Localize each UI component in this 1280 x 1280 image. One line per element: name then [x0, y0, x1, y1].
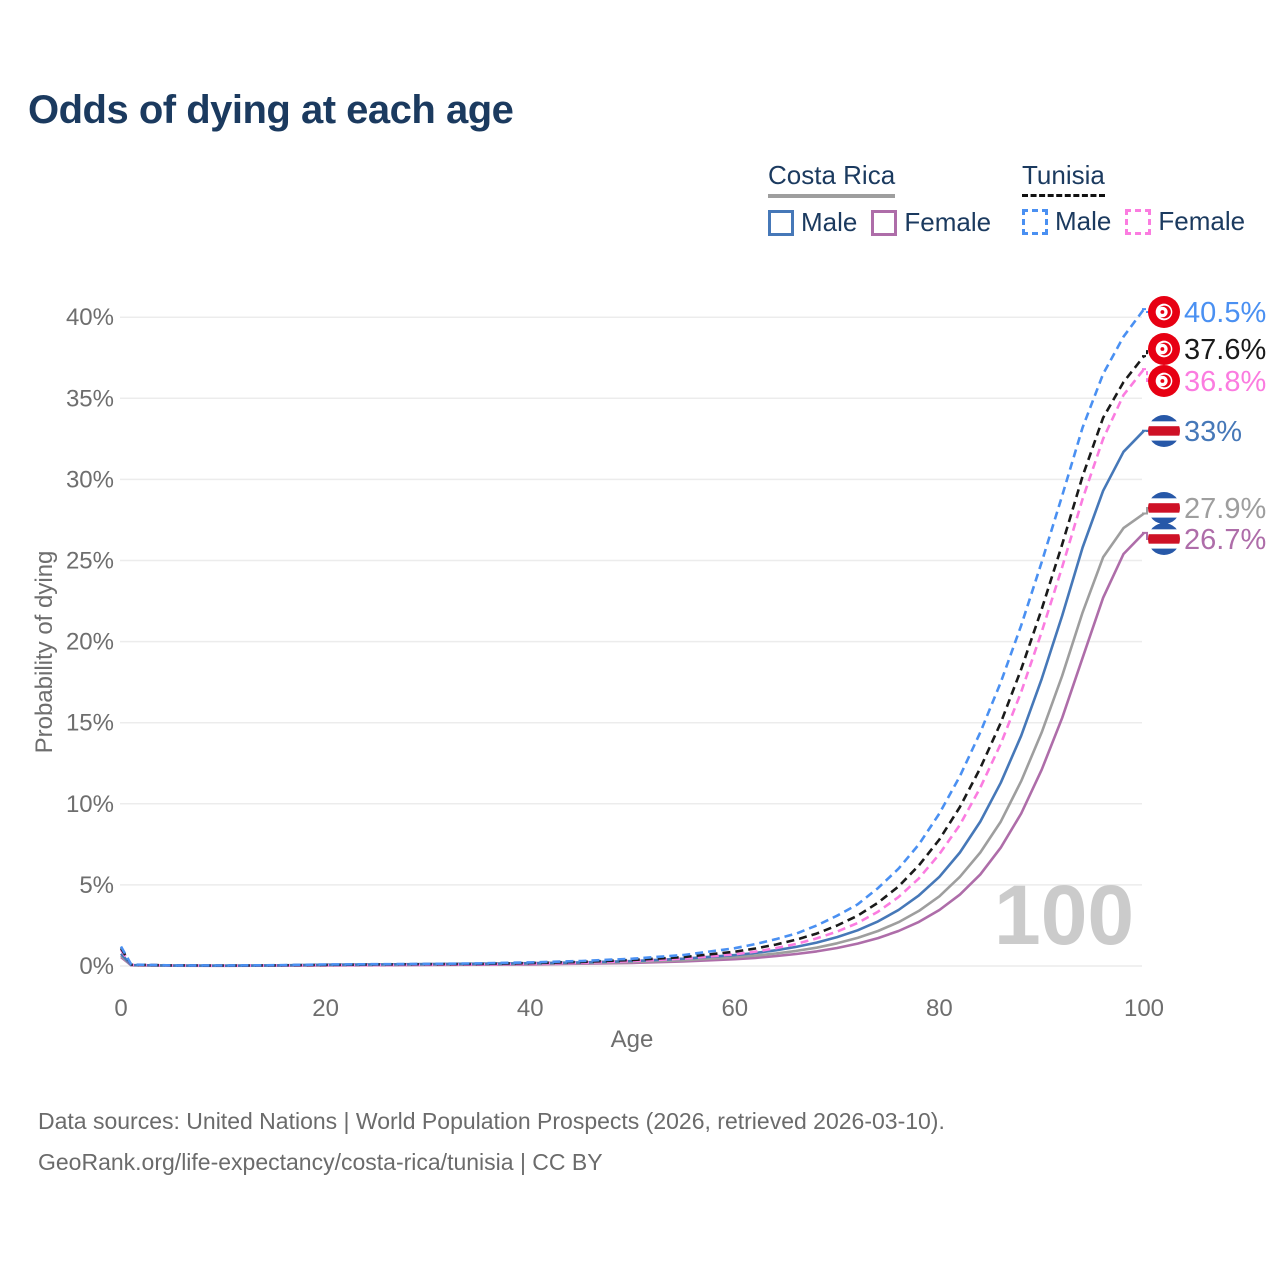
mortality-line-chart: 0% 5% 10% 15% 20% 25% 30% 35% 40% 0 20 40 60 80 100 100…: [66, 296, 1266, 1022]
age-counter-watermark: 100: [994, 868, 1134, 962]
y-tick-label: 15%: [66, 710, 114, 737]
y-axis-title: Probability of dying: [31, 550, 58, 754]
legend-item-label: Female: [904, 207, 992, 237]
y-tick-label: 35%: [66, 385, 114, 412]
flag-icon-tunisia: [1148, 365, 1180, 397]
y-tick-label: 5%: [79, 872, 114, 899]
costa-rica-female-swatch-icon: [871, 209, 898, 236]
costa-rica-male-swatch-icon: [768, 209, 794, 236]
flag-icon-costa-rica: [1148, 492, 1180, 524]
series-line-tunisia: [119, 355, 1146, 967]
x-tick-label: 40: [517, 995, 544, 1022]
x-tick-label: 100: [1124, 995, 1164, 1022]
end-value-label: 27.9%: [1184, 493, 1266, 525]
y-tick-label: 10%: [66, 791, 114, 818]
flag-icon-costa-rica: [1148, 415, 1180, 447]
legend-group-tunisia: Tunisia Male Female: [1022, 160, 1245, 237]
legend-item-tunisia-male: Male: [1022, 206, 1111, 237]
x-tick-label: 0: [114, 995, 127, 1022]
label-connector: [1142, 348, 1150, 358]
tunisia-female-swatch-icon: [1125, 208, 1152, 235]
end-value-label: 26.7%: [1184, 524, 1266, 556]
y-tick-label: 20%: [66, 629, 114, 656]
data-sources-text: Data sources: United Nations | World Pop…: [38, 1108, 945, 1134]
end-value-label: 40.5%: [1184, 297, 1266, 329]
label-connector: [1142, 368, 1150, 382]
legend-item-tunisia-female: Female: [1125, 206, 1245, 237]
series-line-costa-rica-female: [120, 531, 1145, 968]
y-tick-label: 25%: [66, 548, 114, 575]
legend-item-costa-rica-male: Male: [768, 207, 857, 238]
series-line-tunisia-female: [119, 368, 1146, 967]
end-value-label: 37.6%: [1184, 334, 1266, 366]
y-tick-label: 40%: [66, 304, 114, 331]
tunisia-male-swatch-icon: [1022, 208, 1048, 235]
y-tick-label: 30%: [66, 466, 114, 493]
legend-item-label: Male: [801, 207, 858, 237]
end-value-label: 36.8%: [1184, 366, 1266, 398]
x-tick-label: 80: [926, 995, 953, 1022]
legend-country-costa-rica: Costa Rica: [768, 160, 896, 198]
x-tick-label: 60: [721, 995, 748, 1022]
legend-group-costa-rica: Costa Rica Male Female: [768, 160, 991, 238]
flag-icon-costa-rica: [1148, 523, 1180, 555]
x-axis-title: Age: [610, 1026, 654, 1053]
flag-icon-tunisia: [1148, 333, 1180, 365]
page-title: Odds of dying at each age: [28, 88, 514, 132]
x-tick-label: 20: [312, 995, 339, 1022]
series-line-tunisia-male: [119, 308, 1146, 967]
legend-country-tunisia: Tunisia: [1022, 160, 1105, 197]
end-value-label: 33%: [1184, 416, 1242, 448]
legend-item-label: Female: [1158, 206, 1246, 236]
y-tick-label: 0%: [79, 953, 114, 980]
series-line-costa-rica: [120, 512, 1145, 967]
legend-item-costa-rica-female: Female: [871, 207, 991, 238]
flag-icon-tunisia: [1148, 296, 1180, 328]
attribution-text: GeoRank.org/life-expectancy/costa-rica/t…: [38, 1149, 603, 1175]
legend-item-label: Male: [1055, 206, 1112, 236]
